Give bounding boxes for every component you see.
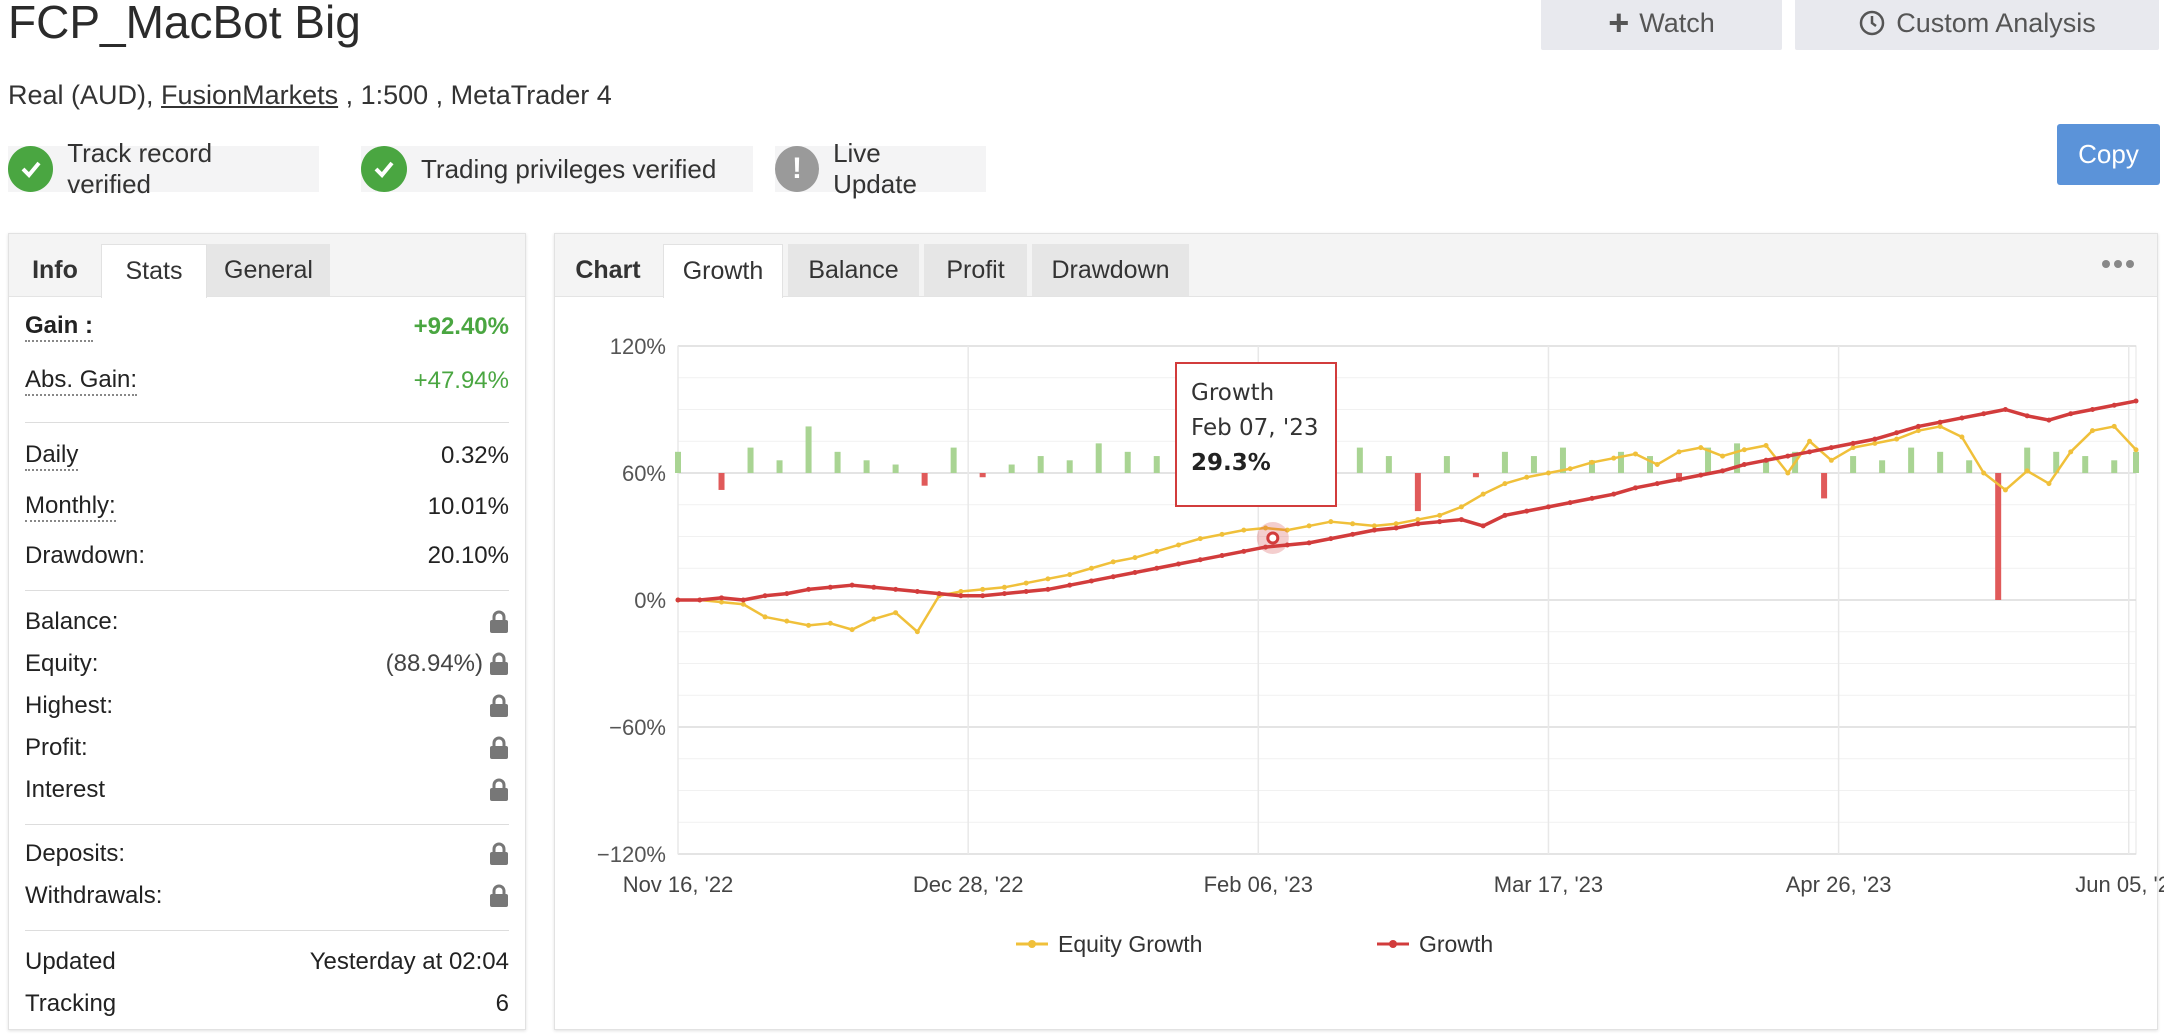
- monthly-value: 10.01%: [427, 493, 509, 520]
- account-type: Real (AUD),: [8, 80, 154, 110]
- abs-gain-value: +47.94%: [413, 367, 509, 394]
- clock-icon: [1859, 10, 1885, 36]
- custom-analysis-label: Custom Analysis: [1896, 7, 2096, 38]
- live-update-badge: ! Live Update: [775, 138, 986, 199]
- deposits-row: Deposits:: [25, 840, 509, 868]
- tracking-value: 6: [495, 990, 509, 1017]
- watch-button-label: Watch: [1639, 7, 1715, 38]
- stats-tabs: Info Stats General: [9, 234, 525, 298]
- lock-icon: [490, 652, 508, 675]
- tab-profit[interactable]: Profit: [924, 244, 1027, 296]
- lock-icon: [490, 736, 508, 759]
- chart-tooltip: Growth Feb 07, '23 29.3%: [1175, 362, 1337, 507]
- chart-panel: Chart Growth Balance Profit Drawdown: [554, 233, 2158, 1030]
- equity-label: Equity:: [25, 650, 99, 677]
- divider: [25, 590, 509, 591]
- tooltip-date: Feb 07, '23: [1191, 415, 1319, 441]
- daily-value: 0.32%: [440, 442, 509, 469]
- gain-label[interactable]: Gain :: [25, 312, 94, 342]
- exclamation-icon: !: [775, 146, 820, 192]
- tracking-label: Tracking: [25, 990, 117, 1017]
- stats-panel: Info Stats General Gain : +92.40% Abs. G…: [8, 233, 526, 1030]
- updated-label: Updated: [25, 948, 116, 975]
- custom-analysis-button[interactable]: Custom Analysis: [1795, 0, 2159, 50]
- divider: [25, 422, 509, 423]
- interest-label: Interest: [25, 776, 106, 803]
- badge-label: Trading privileges verified: [421, 153, 717, 184]
- badge-label: Track record verified: [67, 138, 213, 199]
- withdrawals-row: Withdrawals:: [25, 882, 509, 910]
- drawdown-value: 20.10%: [427, 542, 509, 569]
- gain-row: Gain : +92.40%: [25, 312, 509, 342]
- lock-icon: [490, 884, 508, 907]
- track-record-badge: Track record verified: [8, 138, 319, 199]
- divider: [25, 824, 509, 825]
- tab-chart[interactable]: Chart: [575, 255, 641, 284]
- daily-row: Daily 0.32%: [25, 441, 509, 471]
- tab-balance[interactable]: Balance: [788, 244, 919, 296]
- equity-row: Equity: (88.94%): [25, 650, 509, 678]
- balance-row: Balance:: [25, 608, 509, 636]
- balance-label: Balance:: [25, 608, 119, 635]
- tooltip-value: 29.3%: [1191, 450, 1271, 476]
- interest-row: Interest: [25, 776, 509, 804]
- profit-row: Profit:: [25, 734, 509, 762]
- tab-drawdown[interactable]: Drawdown: [1032, 244, 1189, 296]
- chart-tabs: Chart Growth Balance Profit Drawdown: [555, 234, 2157, 298]
- deposits-label: Deposits:: [25, 840, 126, 867]
- abs-gain-row: Abs. Gain: +47.94%: [25, 366, 509, 396]
- lock-icon: [490, 694, 508, 717]
- tab-info[interactable]: Info: [32, 255, 78, 284]
- check-icon: [8, 146, 54, 192]
- more-horizontal-icon[interactable]: [2101, 257, 2135, 271]
- gain-value: +92.40%: [413, 313, 509, 340]
- equity-value: (88.94%): [385, 650, 483, 677]
- lock-icon: [490, 842, 508, 865]
- tab-growth[interactable]: Growth: [663, 244, 783, 298]
- tracking-row: Tracking 6: [25, 990, 509, 1018]
- monthly-row: Monthly: 10.01%: [25, 492, 509, 522]
- watch-button[interactable]: + Watch: [1541, 0, 1782, 50]
- account-subtitle: Real (AUD), FusionMarkets , 1:500 , Meta…: [8, 80, 612, 111]
- monthly-label[interactable]: Monthly:: [25, 492, 116, 522]
- account-details: , 1:500 , MetaTrader 4: [338, 80, 612, 110]
- check-icon: [361, 146, 407, 192]
- lock-icon: [490, 610, 508, 633]
- highest-label: Highest:: [25, 692, 114, 719]
- updated-row: Updated Yesterday at 02:04: [25, 948, 509, 976]
- updated-value: Yesterday at 02:04: [309, 948, 509, 975]
- broker-link[interactable]: FusionMarkets: [161, 80, 339, 110]
- tab-general[interactable]: General: [207, 244, 330, 296]
- badge-label: Live Update: [833, 138, 917, 199]
- copy-button[interactable]: Copy: [2057, 124, 2160, 185]
- tab-stats[interactable]: Stats: [101, 244, 207, 298]
- withdrawals-label: Withdrawals:: [25, 882, 163, 909]
- divider: [25, 930, 509, 931]
- daily-label[interactable]: Daily: [25, 441, 79, 471]
- plus-icon: +: [1608, 2, 1630, 43]
- highest-row: Highest:: [25, 692, 509, 720]
- lock-icon: [490, 778, 508, 801]
- profit-label: Profit:: [25, 734, 88, 761]
- drawdown-row: Drawdown: 20.10%: [25, 542, 509, 570]
- drawdown-label: Drawdown:: [25, 542, 146, 569]
- trading-privileges-badge: Trading privileges verified: [361, 146, 753, 192]
- tooltip-title: Growth: [1191, 380, 1275, 406]
- abs-gain-label[interactable]: Abs. Gain:: [25, 366, 138, 396]
- page-title: FCP_MacBot Big: [8, 0, 361, 48]
